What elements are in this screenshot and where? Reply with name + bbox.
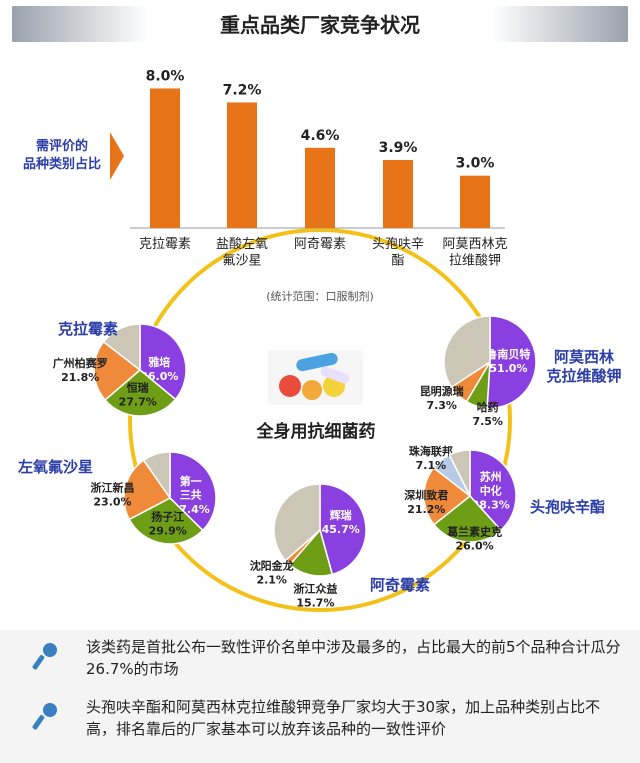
pie-slice-value: 21.8% — [61, 371, 99, 384]
pie-slice — [319, 483, 367, 576]
notes-panel: 该类药是首批公布一致性评价名单中涉及最多的，占比最大的前5个品种合计瓜分26.7… — [0, 630, 640, 763]
pie-slice — [486, 315, 537, 409]
bar-category-label: 阿奇霉素 — [294, 236, 346, 252]
note-text: 该类药是首批公布一致性评价名单中涉及最多的，占比最大的前5个品种合计瓜分26.7… — [86, 638, 621, 678]
capsule — [296, 352, 338, 372]
bar-category-label: 头孢呋辛酯 — [372, 237, 424, 268]
pie-slice-value: 29.9% — [149, 525, 187, 538]
pie-slice — [432, 494, 502, 543]
bar-value-label: 4.6% — [301, 128, 340, 144]
pie-slice-label: 雅培 — [148, 355, 170, 369]
microphone-icon — [32, 643, 57, 670]
side-label-line-2: 品种类别占比 — [23, 156, 101, 172]
pie-title: 头孢呋辛酯 — [530, 498, 605, 516]
pie-slice-label: 鲁南贝特 — [486, 347, 530, 361]
pie-slice-label: 哈药 — [477, 400, 499, 414]
pie-slice — [423, 466, 472, 526]
scope-note: (统计范围：口服制剂) — [266, 289, 374, 303]
pie-slice-label: 第一三共 — [180, 474, 202, 502]
bar-category-label: 克拉霉素 — [139, 237, 191, 252]
pie-slice-value: 26.0% — [456, 540, 494, 553]
title-bar — [12, 6, 628, 42]
pie-slice-label: 深圳致君 — [404, 488, 448, 502]
page-title: 重点品类厂家竞争状况 — [220, 13, 420, 37]
pie-title: 阿奇霉素 — [370, 576, 430, 594]
pie-title: 阿莫西林克拉维酸钾 — [546, 348, 621, 385]
bar-value-label: 3.0% — [456, 156, 495, 172]
pie-slice — [169, 451, 217, 532]
bar — [383, 159, 413, 228]
bar — [227, 102, 257, 228]
pie-slice-label: 苏州中化 — [480, 470, 502, 498]
bar-value-label: 8.0% — [146, 68, 185, 84]
pie-slice-value: 7.5% — [472, 415, 503, 428]
pie-slice — [139, 323, 187, 401]
bar — [305, 147, 335, 228]
pie-slice-value: 45.7% — [322, 523, 360, 536]
chart-canvas: 8.0% 克拉霉素 7.2% 盐酸左氧氟沙星 4.6% 阿奇霉素 3.9% 头孢呋辛酯 3.0%… — [17, 68, 622, 612]
pie-slice-label: 广州柏赛罗 — [53, 356, 108, 370]
pie-slice-value: 15.7% — [296, 597, 334, 610]
pie-slice-value: 2.1% — [256, 574, 287, 587]
pills-illustration — [268, 350, 363, 405]
pie-slice — [273, 483, 321, 562]
pie-slice-value: 21.2% — [407, 503, 445, 516]
pie-title: 克拉霉素 — [58, 320, 118, 338]
pie-slice-label: 昆明源瑞 — [420, 384, 464, 398]
pie-slice-label: 恒瑞 — [127, 380, 149, 394]
bar — [150, 88, 180, 228]
arrow-icon — [110, 132, 124, 180]
ring — [128, 228, 512, 612]
pie-slice — [102, 323, 141, 372]
center-label: 全身用抗细菌药 — [256, 421, 376, 442]
pie-slice-label: 浙江新昌 — [91, 481, 135, 495]
pie-slice-label: 浙江众益 — [293, 582, 337, 596]
pie-slice-label: 珠海联邦 — [409, 444, 453, 458]
bar — [460, 175, 490, 228]
pie-slice — [123, 459, 172, 521]
pie-slice-label: 扬子江 — [151, 510, 184, 524]
pie-slice — [443, 315, 491, 389]
pie-slice — [448, 449, 471, 497]
pie-slice-label: 葛兰素史克 — [446, 525, 502, 539]
pie-slice-value: 23.0% — [93, 496, 131, 509]
pie-slice-value: 7.3% — [426, 399, 457, 412]
pie-slice-value: 51.0% — [489, 362, 527, 375]
pie-slice — [142, 451, 171, 501]
pie-slice-label: 沈阳金龙 — [250, 559, 294, 573]
bar-value-label: 7.2% — [223, 82, 262, 98]
pie-slice-value: 27.7% — [119, 395, 157, 408]
side-label-line-1: 需评价的 — [36, 138, 88, 154]
pie-slice-value: 7.1% — [416, 459, 447, 472]
pill — [279, 375, 301, 397]
pie-slice — [288, 528, 334, 577]
pie-title: 左氧氟沙星 — [17, 458, 93, 476]
pill — [302, 380, 322, 400]
bar-value-label: 3.9% — [379, 140, 418, 156]
pie-slice-label: 辉瑞 — [330, 508, 352, 522]
bar-category-label: 阿莫西林克拉维酸钾 — [442, 237, 507, 268]
capsule — [320, 366, 350, 384]
pie-slice — [104, 369, 177, 417]
note-text: 头孢呋辛酯和阿莫西林克拉维酸钾竞争厂家均大于30家，加上品种类别占比不高，排名靠… — [86, 698, 601, 738]
pie-slice — [469, 449, 517, 532]
pie-slice — [128, 497, 204, 545]
bar-category-label: 盐酸左氧氟沙星 — [216, 237, 268, 268]
microphone-icon — [32, 703, 57, 730]
pie-slice — [93, 340, 142, 402]
